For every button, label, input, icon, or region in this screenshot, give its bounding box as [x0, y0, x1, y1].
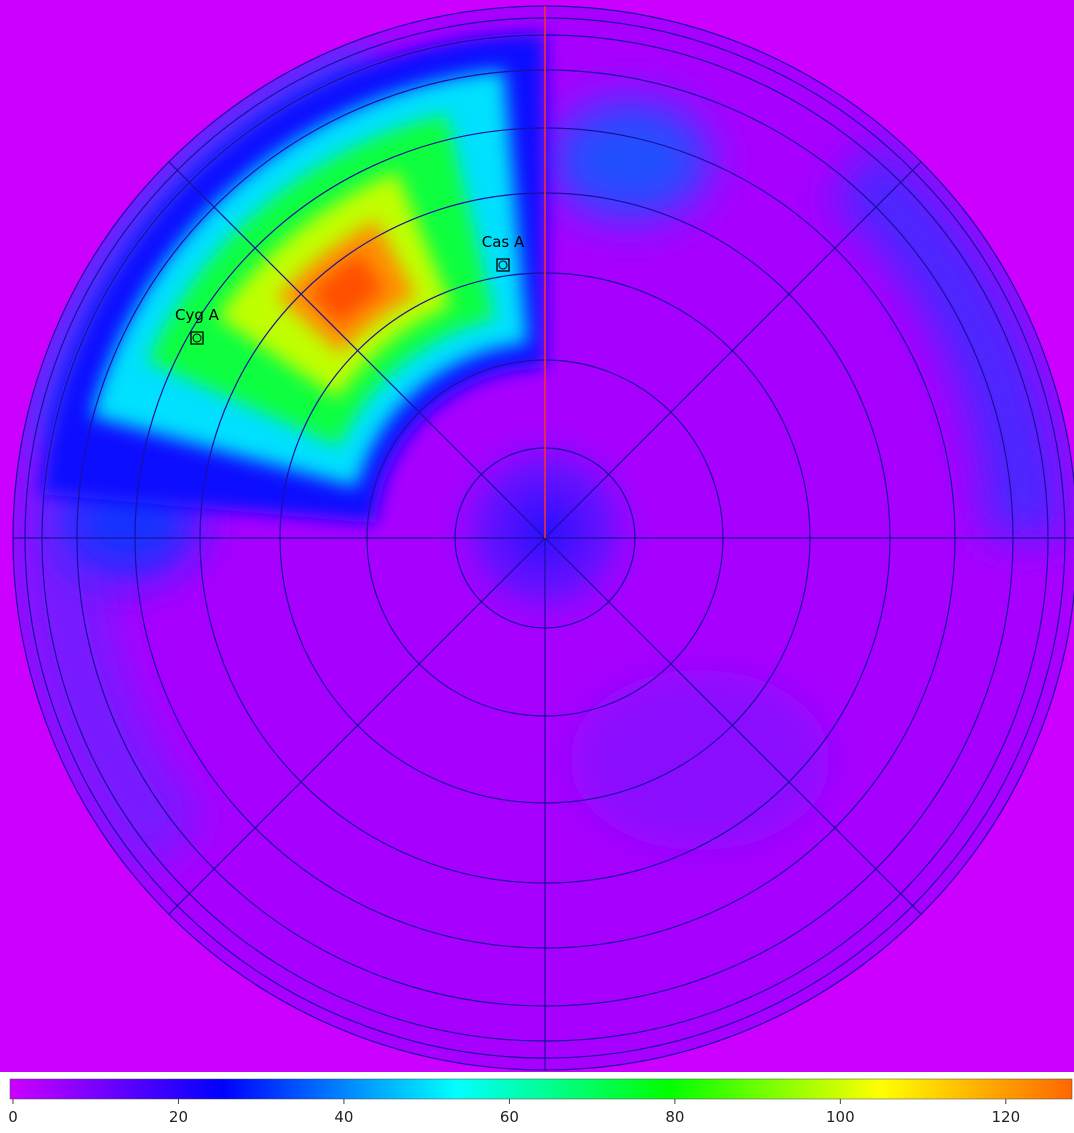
source-label: Cyg A — [175, 306, 220, 324]
source-marker — [190, 331, 204, 345]
grid-radial — [544, 161, 922, 539]
emission-region — [570, 670, 830, 850]
grid-radial — [168, 161, 546, 539]
colorbar-tick-label: 60 — [500, 1108, 519, 1126]
emission-region — [308, 252, 385, 326]
grid-radial — [544, 537, 922, 915]
colorbar-tick-label: 120 — [991, 1108, 1020, 1126]
colorbar-tick-label: 20 — [169, 1108, 188, 1126]
colorbar-axis: 0 20 40 60 80 100 120 — [8, 1099, 1020, 1126]
colorbar-tick-label: 40 — [334, 1108, 353, 1126]
emission-region — [14, 445, 208, 879]
source-marker — [192, 333, 202, 343]
grid-radial — [168, 537, 546, 915]
colorbar-tick-label: 0 — [8, 1108, 18, 1126]
emission-region — [550, 100, 710, 220]
colorbar-tick-label: 80 — [665, 1108, 684, 1126]
emission — [14, 33, 1065, 879]
colorbar-tick-label: 100 — [826, 1108, 855, 1126]
emission-region — [827, 139, 1065, 538]
source-marker — [498, 260, 508, 270]
source-label: Cas A — [482, 233, 525, 251]
colorbar — [9, 1078, 1073, 1100]
source-marker — [496, 258, 510, 272]
sources: Cas A Cyg A — [175, 233, 525, 345]
